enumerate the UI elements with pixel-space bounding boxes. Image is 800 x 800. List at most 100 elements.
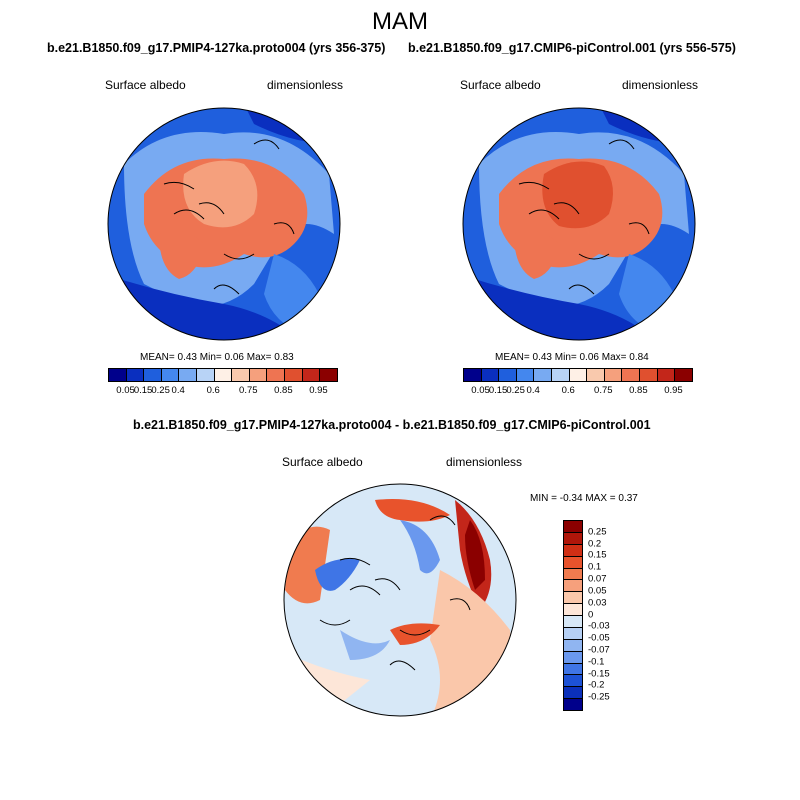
min-label: Min= <box>554 352 577 363</box>
difference-units-label: dimensionless <box>446 455 523 469</box>
colorbar-tick-label: 0 <box>588 609 594 620</box>
colorbar-swatch <box>604 369 623 381</box>
colorbar-tick-label: 0.85 <box>274 385 293 396</box>
colorbar-tick-label: 0.05 <box>588 585 607 597</box>
colorbar-swatch <box>564 592 582 605</box>
colorbar-tick-label: 0.25 <box>151 385 170 396</box>
colorbar-tick-label: 0.6 <box>561 385 575 396</box>
panel-2-stats: MEAN= 0.43 Min= 0.06 Max= 0.84 <box>495 352 649 363</box>
max-label: MAX = <box>585 493 616 504</box>
colorbar-tick-label: 0.85 <box>629 385 648 396</box>
max-value: 0.37 <box>618 493 638 504</box>
colorbar-difference <box>563 520 583 711</box>
difference-variable-label: Surface albedo <box>282 455 363 469</box>
colorbar-tick-label: -0.15 <box>588 668 610 680</box>
colorbar-tick-label: 0.15 <box>133 385 153 396</box>
colorbar-panel-2-ticks: 0.05 0.15 0.25 0.4 0.6 0.75 0.85 0.95 <box>463 385 691 399</box>
colorbar-swatch <box>675 369 692 381</box>
max-label: Max= <box>246 352 272 363</box>
colorbar-swatch <box>564 580 582 593</box>
colorbar-swatch <box>564 699 582 710</box>
colorbar-tick-label: 0.6 <box>206 385 220 396</box>
mean-value: 0.43 <box>177 352 197 363</box>
min-value: 0.06 <box>579 352 599 363</box>
min-value: -0.34 <box>559 493 583 504</box>
mean-label: MEAN= <box>140 352 175 363</box>
colorbar-swatch <box>622 369 641 381</box>
colorbar-swatch <box>534 369 553 381</box>
colorbar-difference-ticks: 0.25 0.2 0.15 0.1 0.07 0.05 0.03 0 -0.03 -0.05 -0.… <box>588 520 628 709</box>
colorbar-tick-label: 0.95 <box>309 385 328 396</box>
colorbar-swatch <box>179 369 198 381</box>
panel-1-title: b.e21.B1850.f09_g17.PMIP4-127ka.proto004… <box>47 41 386 55</box>
colorbar-tick-label: 0.25 <box>506 385 525 396</box>
colorbar-swatch <box>249 369 268 381</box>
colorbar-tick-label: 0.15 <box>588 549 607 561</box>
colorbar-swatch <box>564 663 582 676</box>
colorbar-swatch <box>564 687 582 700</box>
panel-2-title: b.e21.B1850.f09_g17.CMIP6-piControl.001 … <box>408 41 736 55</box>
colorbar-swatch <box>569 369 588 381</box>
max-value: 0.83 <box>274 352 294 363</box>
colorbar-swatch <box>564 616 582 628</box>
colorbar-swatch <box>552 369 570 381</box>
colorbar-swatch <box>464 369 482 381</box>
panel-1-stats: MEAN= 0.43 Min= 0.06 Max= 0.83 <box>140 352 294 363</box>
colorbar-tick-label: 0.03 <box>588 597 607 609</box>
colorbar-swatch <box>564 568 582 581</box>
colorbar-tick-label: -0.1 <box>588 656 605 668</box>
colorbar-tick-label: 0.07 <box>588 573 607 585</box>
colorbar-tick-label: 0.2 <box>588 538 602 550</box>
max-value: 0.84 <box>629 352 649 363</box>
colorbar-swatch <box>564 651 582 664</box>
colorbar-tick-label: 0.75 <box>594 385 613 396</box>
colorbar-tick-label: 0.95 <box>664 385 683 396</box>
panel-2-variable-label: Surface albedo <box>460 78 541 92</box>
season-title: MAM <box>372 8 428 35</box>
colorbar-swatch <box>564 556 582 569</box>
colorbar-panel-1-ticks: 0.05 0.15 0.25 0.4 0.6 0.75 0.85 0.95 <box>108 385 336 399</box>
colorbar-panel-2 <box>463 368 693 382</box>
colorbar-swatch <box>499 369 517 381</box>
colorbar-swatch <box>587 369 605 381</box>
min-label: MIN = <box>530 493 557 504</box>
colorbar-swatch <box>640 369 658 381</box>
colorbar-swatch <box>516 369 535 381</box>
panel-1-variable-label: Surface albedo <box>105 78 186 92</box>
colorbar-tick-label: 0.4 <box>171 385 185 396</box>
colorbar-swatch <box>214 369 233 381</box>
colorbar-swatch <box>564 639 582 652</box>
colorbar-swatch <box>564 675 582 688</box>
mean-value: 0.43 <box>532 352 552 363</box>
colorbar-tick-label: -0.05 <box>588 632 610 644</box>
min-value: 0.06 <box>224 352 244 363</box>
colorbar-swatch <box>564 532 582 545</box>
colorbar-tick-label: 0.1 <box>588 561 602 573</box>
colorbar-tick-label: -0.25 <box>588 691 610 703</box>
colorbar-swatch <box>564 604 582 616</box>
colorbar-swatch <box>232 369 250 381</box>
colorbar-tick-label: 0.4 <box>526 385 540 396</box>
mean-label: MEAN= <box>495 352 530 363</box>
colorbar-tick-label: 0.75 <box>239 385 258 396</box>
colorbar-swatch <box>144 369 162 381</box>
polar-map-1 <box>107 107 341 341</box>
max-label: Max= <box>601 352 627 363</box>
colorbar-swatch <box>320 369 337 381</box>
colorbar-swatch <box>564 627 582 640</box>
min-label: Min= <box>199 352 222 363</box>
colorbar-swatch <box>285 369 303 381</box>
colorbar-swatch <box>197 369 215 381</box>
panel-2-units-label: dimensionless <box>622 78 699 92</box>
colorbar-swatch <box>564 544 582 557</box>
panel-1-units-label: dimensionless <box>267 78 344 92</box>
colorbar-tick-label: 0.15 <box>488 385 508 396</box>
colorbar-swatch <box>657 369 676 381</box>
colorbar-tick-label: 0.25 <box>588 526 607 538</box>
colorbar-swatch <box>302 369 321 381</box>
colorbar-swatch <box>564 521 582 533</box>
colorbar-tick-label: -0.2 <box>588 679 605 691</box>
colorbar-tick-label: 0.05 <box>471 385 490 396</box>
difference-title: b.e21.B1850.f09_g17.PMIP4-127ka.proto004… <box>133 418 651 432</box>
colorbar-swatch <box>161 369 180 381</box>
